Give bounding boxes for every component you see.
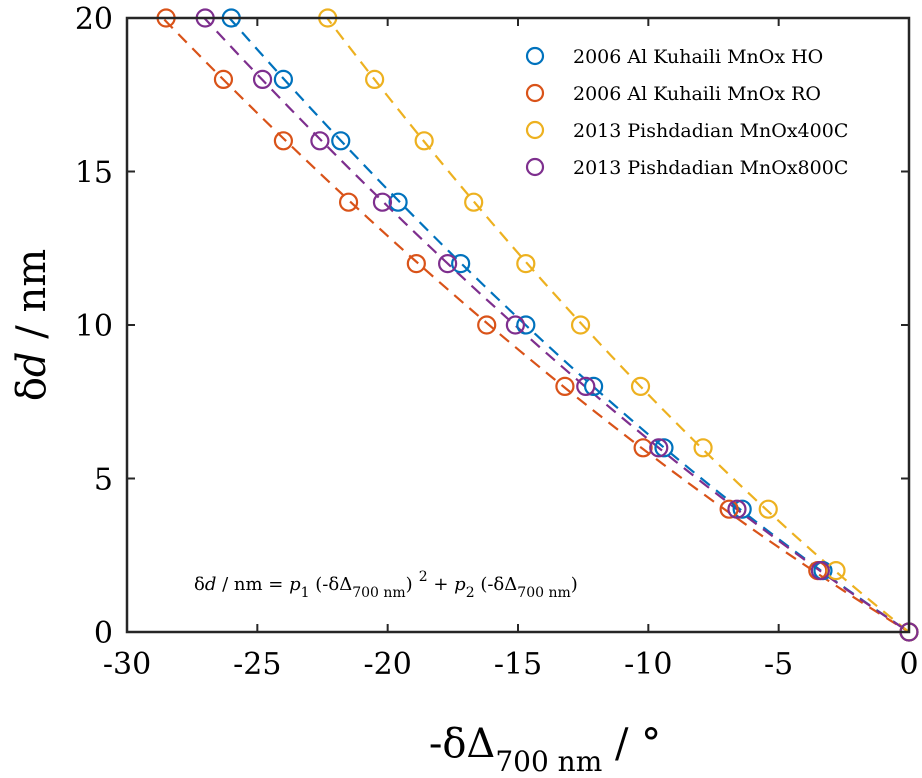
data-point	[630, 376, 651, 396]
legend-marker	[525, 120, 545, 140]
data-point	[388, 192, 408, 212]
data-point	[372, 192, 393, 212]
legend-label: 2013 Pishdadian MnOx800C	[573, 157, 848, 179]
data-point	[365, 69, 385, 90]
data-point	[451, 254, 471, 274]
y-axis-label-d: d	[9, 351, 55, 377]
y-axis-label-unit: / nm	[9, 249, 55, 352]
data-point	[273, 131, 293, 151]
data-point	[464, 192, 484, 212]
eq-part-k: p	[454, 574, 466, 595]
legend-marker	[525, 157, 545, 177]
eq-part-m: (-δΔ	[475, 574, 518, 595]
legend-label: 2013 Pishdadian MnOx400C	[573, 120, 848, 142]
y-tick-label: 5	[94, 463, 113, 498]
y-tick-label: 15	[75, 156, 113, 191]
eq-part-i: 2	[419, 569, 428, 585]
data-point	[252, 69, 273, 90]
fit-lines	[161, 18, 909, 632]
x-tick-label: -30	[103, 647, 151, 682]
x-axis-label-main: -δΔ	[429, 721, 495, 767]
y-axis-label: δd / nm	[9, 249, 55, 401]
data-point	[633, 438, 653, 458]
x-tick-label: -25	[233, 647, 281, 682]
x-axis-label: -δΔ700 nm / °	[429, 721, 661, 778]
data-point	[338, 192, 359, 212]
data-point	[583, 376, 604, 396]
y-axis-label-delta: δ	[9, 377, 55, 401]
fit-line	[202, 18, 909, 632]
eq-part-d: p	[289, 574, 301, 595]
eq-part-o: )	[571, 574, 578, 595]
eq-part-a: δ	[194, 574, 205, 595]
x-tick-label: -15	[494, 647, 542, 682]
y-tick-label: 0	[94, 616, 113, 651]
eq-part-b: d	[205, 574, 217, 595]
legend: 2006 Al Kuhaili MnOx HO 2006 Al Kuhaili M…	[525, 46, 848, 179]
data-point	[516, 315, 536, 335]
x-tick-label: -20	[364, 647, 412, 682]
data-point	[758, 499, 778, 519]
data-point	[719, 499, 739, 519]
eq-part-g: 700 nm	[352, 585, 405, 601]
data-point	[414, 131, 434, 151]
y-tick-label: 10	[75, 309, 113, 344]
x-axis-label-unit: / °	[602, 721, 661, 767]
x-tick-label: 0	[899, 647, 918, 682]
data-point	[810, 560, 830, 581]
x-tick-label: -10	[624, 647, 672, 682]
data-point	[555, 376, 575, 396]
x-axis-ticks: -30 -25 -20 -15 -10 -5 0	[103, 18, 919, 682]
eq-part-l: 2	[466, 585, 475, 601]
data-point	[649, 438, 669, 458]
data-point	[213, 69, 234, 90]
fit-line	[325, 18, 909, 632]
legend-marker	[525, 46, 545, 66]
eq-part-h: )	[406, 574, 413, 595]
eq-part-e: 1	[301, 585, 310, 601]
legend-marker	[525, 83, 545, 103]
x-axis-label-subscript: 700 nm	[495, 745, 602, 778]
data-point	[477, 315, 497, 335]
data-point	[406, 254, 426, 274]
data-point	[310, 131, 330, 151]
eq-part-j: +	[428, 574, 455, 595]
data-point	[654, 438, 674, 458]
data-point	[727, 499, 747, 519]
data-point	[826, 560, 846, 581]
data-point	[438, 254, 458, 274]
y-tick-label: 20	[75, 2, 113, 37]
data-point	[570, 315, 591, 335]
data-point	[331, 131, 351, 151]
eq-part-n: 700 nm	[517, 585, 570, 601]
data-point	[693, 438, 713, 458]
legend-label: 2006 Al Kuhaili MnOx HO	[573, 46, 823, 68]
y-axis-ticks: 0 5 10 15 20	[75, 2, 909, 651]
data-point	[576, 376, 596, 396]
data-point	[505, 315, 525, 335]
fit-equation-annotation: δd / nm = p1 (-δΔ700 nm) 2 + p2 (-δΔ700 n…	[194, 569, 578, 601]
data-point	[273, 69, 293, 90]
data-point	[516, 254, 536, 274]
legend-label: 2006 Al Kuhaili MnOx RO	[573, 83, 821, 105]
eq-part-f: (-δΔ	[310, 574, 353, 595]
x-tick-label: -5	[764, 647, 793, 682]
data-point	[732, 499, 752, 519]
eq-part-c: / nm =	[216, 574, 289, 595]
